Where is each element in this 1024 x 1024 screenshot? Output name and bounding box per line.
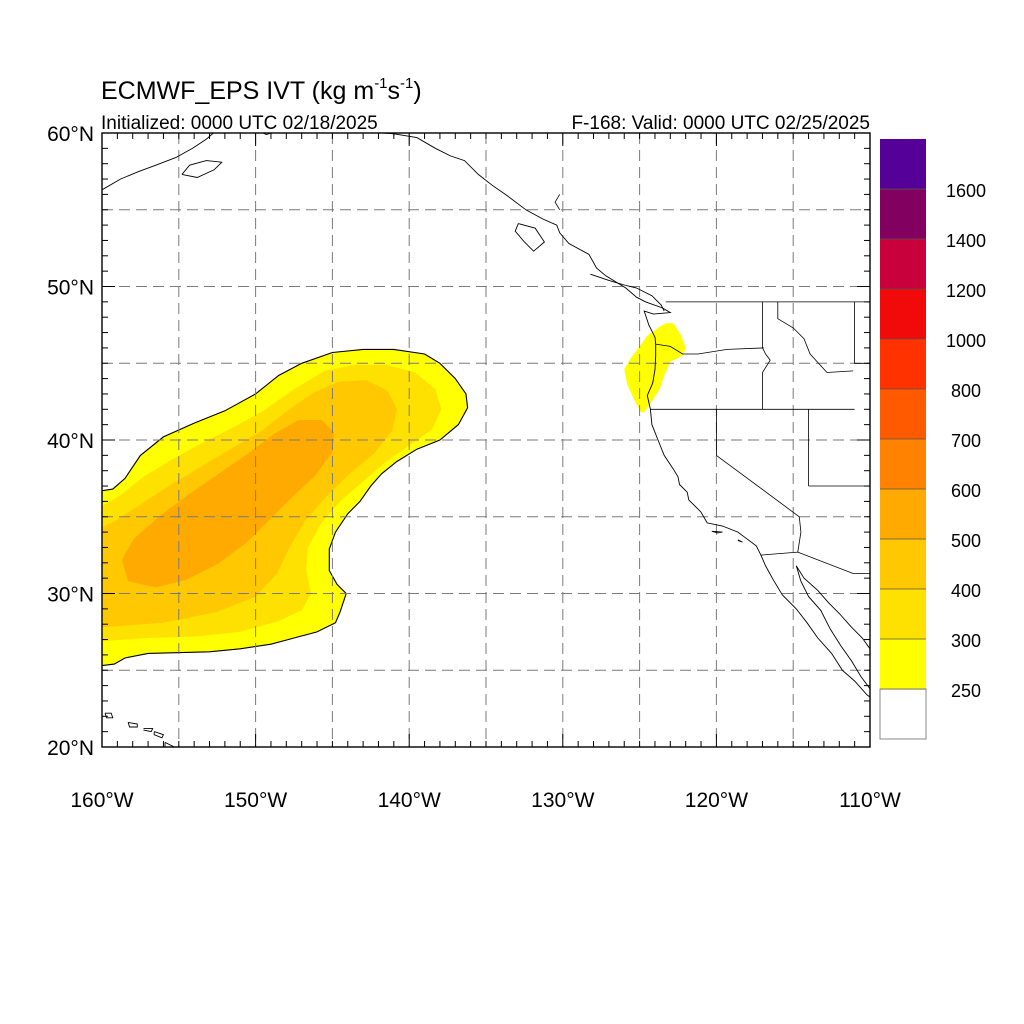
map-title: ECMWF_EPS IVT (kg m-1s-1) — [101, 75, 422, 105]
coastline-segment — [127, 721, 138, 728]
coastline-segment — [737, 539, 743, 543]
ivt-region-4 — [122, 420, 334, 588]
coastline-segment — [102, 133, 215, 191]
colorbar-label: 600 — [951, 481, 981, 501]
colorbar-swatch — [880, 239, 926, 289]
colorbar-label: 700 — [951, 431, 981, 451]
coastline-segment — [514, 223, 545, 252]
colorbar-swatch — [880, 539, 926, 589]
colorbar-label: 250 — [951, 681, 981, 701]
colorbar-swatch — [880, 439, 926, 489]
init-time-subtitle: Initialized: 0000 UTC 02/18/2025 — [101, 113, 378, 134]
colorbar-label: 1600 — [946, 181, 986, 201]
border-segment — [797, 516, 802, 553]
colorbar-swatch — [880, 189, 926, 239]
colorbar-swatch — [880, 339, 926, 389]
coastline-segment — [795, 565, 870, 650]
coastline-segment — [711, 530, 723, 534]
colorbar-label: 300 — [951, 631, 981, 651]
colorbar-swatch — [880, 289, 926, 339]
border-segment — [716, 409, 800, 518]
coastline-segment — [590, 273, 665, 312]
coastline-segment — [153, 731, 165, 739]
colorbar-label: 500 — [951, 531, 981, 551]
coastlines-and-borders — [102, 133, 870, 747]
colorbar-swatch — [880, 639, 926, 689]
border-segment — [762, 301, 771, 410]
colorbar-swatch — [880, 139, 926, 189]
map-plot-area — [101, 132, 871, 748]
latitude-label: 50°N — [47, 277, 94, 300]
lat-lon-grid — [102, 133, 870, 747]
latitude-label: 60°N — [47, 123, 94, 146]
longitude-labels: 160°W 150°W 140°W 130°W 120°W 110°W — [70, 789, 901, 812]
longitude-label: 160°W — [70, 789, 133, 812]
colorbar-swatch — [879, 688, 927, 740]
valid-time-subtitle: F-168: Valid: 0000 UTC 02/25/2025 — [571, 113, 870, 134]
border-segment — [655, 343, 765, 355]
colorbar-swatch — [880, 489, 926, 539]
colorbar-label: 800 — [951, 381, 981, 401]
colorbar-swatch — [880, 589, 926, 639]
colorbar-swatch — [880, 389, 926, 439]
coastline-segment — [261, 133, 870, 698]
longitude-label: 150°W — [224, 789, 287, 812]
axis-ticks — [101, 132, 871, 748]
ivt-shading-layer — [102, 323, 686, 667]
latitude-label: 20°N — [47, 737, 94, 760]
colorbar-label: 1000 — [946, 331, 986, 351]
border-segment — [554, 194, 561, 211]
coastline-segment — [795, 565, 870, 689]
colorbar-label: 400 — [951, 581, 981, 601]
longitude-label: 120°W — [685, 789, 748, 812]
border-segment — [777, 301, 854, 373]
border-segment — [760, 551, 870, 574]
ivt-colorbar: 250 300 400 500 600 700 800 1000 1200 1400 1600 — [879, 139, 986, 740]
longitude-label: 110°W — [839, 789, 901, 812]
longitude-label: 130°W — [531, 789, 594, 812]
colorbar-label: 1400 — [946, 231, 986, 251]
coastline-segment — [181, 160, 223, 178]
longitude-label: 140°W — [378, 789, 441, 812]
latitude-label: 30°N — [47, 584, 94, 607]
latitude-label: 40°N — [47, 430, 94, 453]
colorbar-label: 1200 — [946, 281, 986, 301]
latitude-labels: 20°N 30°N 40°N 50°N 60°N — [47, 123, 94, 760]
coastline-segment — [143, 728, 154, 733]
